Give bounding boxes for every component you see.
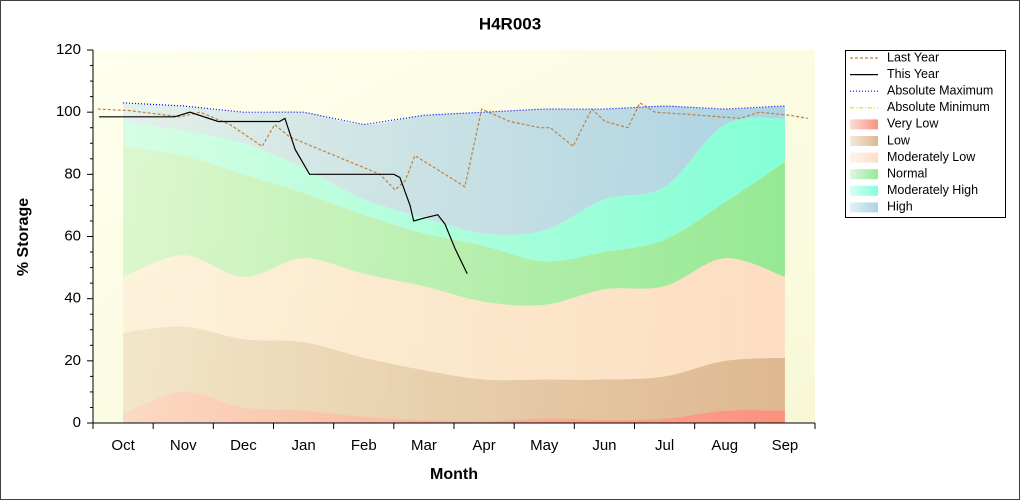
x-tick-label: Apr (472, 437, 495, 454)
legend-swatch (850, 185, 878, 196)
legend-label: Last Year (887, 50, 939, 64)
y-tick-label: 20 (64, 352, 81, 369)
x-tick-label: Jan (291, 437, 315, 454)
y-axis-label: % Storage (15, 198, 32, 276)
x-axis-label: Month (430, 466, 478, 483)
legend-swatch (850, 119, 878, 130)
series-line (99, 111, 468, 275)
x-tick-label: Aug (711, 437, 738, 454)
y-tick-label: 100 (56, 103, 81, 120)
band-area (123, 146, 785, 306)
y-tick-label: 80 (64, 165, 81, 182)
legend-label: Low (887, 133, 911, 147)
x-tick-label: Jul (655, 437, 674, 454)
band-area (123, 255, 785, 381)
legend-label: Absolute Minimum (887, 100, 990, 114)
x-tick-label: Dec (230, 437, 257, 454)
chart-title: H4R003 (479, 14, 541, 33)
y-tick-label: 120 (56, 41, 81, 58)
series-line (123, 102, 785, 126)
x-tick-label: Nov (170, 437, 197, 454)
x-tick-label: Mar (411, 437, 437, 454)
legend-swatch (850, 136, 878, 146)
legend-label: High (887, 200, 913, 214)
series-line (97, 101, 808, 191)
band-area (123, 391, 785, 423)
y-tick-label: 60 (64, 227, 81, 244)
legend-label: Moderately Low (887, 150, 976, 164)
x-tick-label: Sep (772, 437, 799, 454)
legend-swatch (850, 169, 878, 180)
legend-label: Very Low (887, 117, 939, 131)
x-tick-label: Feb (351, 437, 377, 454)
x-tick-label: Oct (111, 437, 135, 454)
legend-label: Moderately High (887, 183, 978, 197)
y-tick-label: 40 (64, 290, 81, 307)
legend-label: This Year (887, 67, 939, 81)
legend-label: Normal (887, 166, 927, 180)
band-area (123, 117, 785, 262)
legend-label: Absolute Maximum (887, 83, 993, 97)
legend-swatch (850, 202, 878, 213)
y-tick-label: 0 (73, 414, 81, 431)
x-tick-label: Jun (592, 437, 616, 454)
x-tick-label: May (530, 437, 559, 454)
legend-swatch (850, 152, 878, 163)
band-area (123, 326, 785, 422)
